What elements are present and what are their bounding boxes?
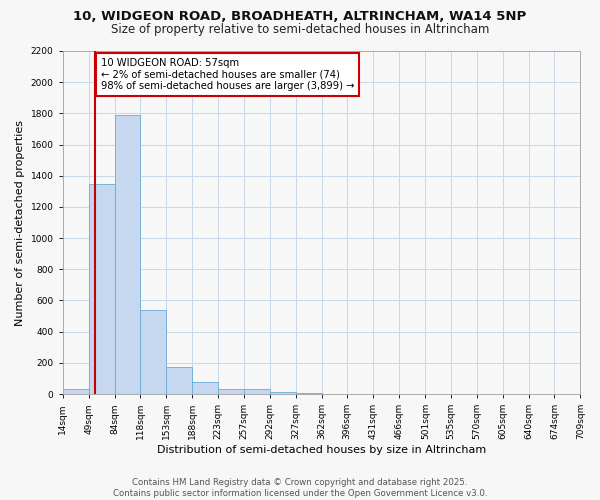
Bar	[218, 388, 244, 394]
Bar	[270, 392, 296, 394]
Bar	[89, 184, 115, 394]
Text: 10, WIDGEON ROAD, BROADHEATH, ALTRINCHAM, WA14 5NP: 10, WIDGEON ROAD, BROADHEATH, ALTRINCHAM…	[73, 10, 527, 23]
Bar	[244, 389, 270, 394]
Text: 10 WIDGEON ROAD: 57sqm
← 2% of semi-detached houses are smaller (74)
98% of semi: 10 WIDGEON ROAD: 57sqm ← 2% of semi-deta…	[101, 58, 354, 91]
Bar	[62, 388, 89, 394]
Text: Contains HM Land Registry data © Crown copyright and database right 2025.
Contai: Contains HM Land Registry data © Crown c…	[113, 478, 487, 498]
Y-axis label: Number of semi-detached properties: Number of semi-detached properties	[15, 120, 25, 326]
Bar	[115, 115, 140, 394]
Bar	[140, 310, 166, 394]
Bar	[166, 367, 192, 394]
Bar	[192, 382, 218, 394]
Text: Size of property relative to semi-detached houses in Altrincham: Size of property relative to semi-detach…	[111, 22, 489, 36]
X-axis label: Distribution of semi-detached houses by size in Altrincham: Distribution of semi-detached houses by …	[157, 445, 486, 455]
